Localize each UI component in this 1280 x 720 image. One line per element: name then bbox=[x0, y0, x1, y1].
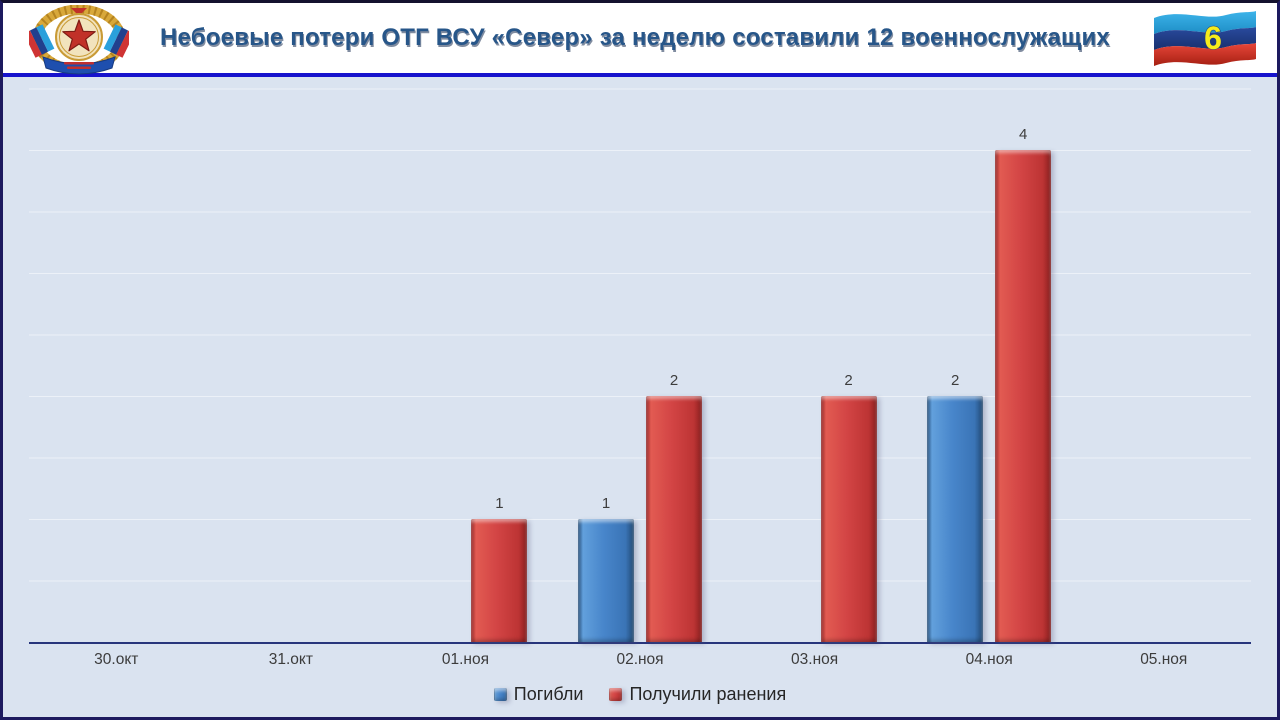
lnr-flag-icon: 6 bbox=[1151, 6, 1259, 75]
bar-wounded: 2 bbox=[646, 372, 703, 642]
bar-value-label: 2 bbox=[669, 372, 679, 389]
bar-wounded: 1 bbox=[471, 495, 528, 642]
header: Небоевые потери ОТГ ВСУ «Север» за недел… bbox=[3, 3, 1277, 75]
bar-died: 1 bbox=[578, 495, 635, 642]
x-axis-label: 02.ноя bbox=[616, 651, 664, 668]
bar-slot: 1 bbox=[471, 495, 528, 642]
slide-number: 6 bbox=[1204, 20, 1222, 56]
bar-value-label: 1 bbox=[601, 495, 611, 512]
header-separator bbox=[3, 73, 1277, 77]
legend-item: Получили ранения bbox=[609, 684, 786, 705]
category-cell: 1 bbox=[378, 495, 553, 642]
bar-slot: 1 bbox=[578, 495, 635, 642]
legend-label: Получили ранения bbox=[629, 684, 787, 704]
category-cell: 2 bbox=[727, 372, 902, 642]
bar-slot: 4 bbox=[995, 126, 1052, 642]
x-axis-labels: 30.окт 31.окт 01.ноя 02.ноя 03.ноя 04.ноя 05.н… bbox=[29, 651, 1251, 669]
x-axis-label: 31.окт bbox=[268, 651, 313, 668]
x-axis-label: 01.ноя bbox=[441, 651, 489, 668]
legend-item: Погибли bbox=[493, 684, 584, 705]
bar-value-label: 2 bbox=[951, 372, 960, 389]
legend-swatch-wounded bbox=[609, 688, 623, 701]
bar-value-label: 4 bbox=[1019, 126, 1028, 143]
bar-wounded: 4 bbox=[995, 126, 1052, 642]
x-axis-label: 30.окт bbox=[94, 651, 139, 668]
bar-wounded: 2 bbox=[820, 372, 877, 642]
legend-label: Погибли bbox=[513, 684, 584, 704]
bar-value-label: 2 bbox=[844, 372, 853, 389]
x-axis-label: 04.ноя bbox=[965, 651, 1013, 668]
legend: Погибли Получили ранения bbox=[29, 684, 1251, 705]
bar-value-label: 1 bbox=[495, 495, 504, 512]
page-title: Небоевые потери ОТГ ВСУ «Север» за недел… bbox=[160, 24, 1110, 51]
bar-died: 2 bbox=[927, 372, 984, 642]
x-axis-label: 05.ноя bbox=[1140, 651, 1188, 668]
bar-slot: 2 bbox=[646, 372, 703, 642]
bar-slot: 2 bbox=[820, 372, 877, 642]
bar-slot: 2 bbox=[927, 372, 984, 642]
x-axis-label: 03.ноя bbox=[791, 651, 839, 668]
lnr-coat-of-arms-icon bbox=[23, 4, 135, 82]
legend-swatch-died bbox=[493, 688, 507, 701]
